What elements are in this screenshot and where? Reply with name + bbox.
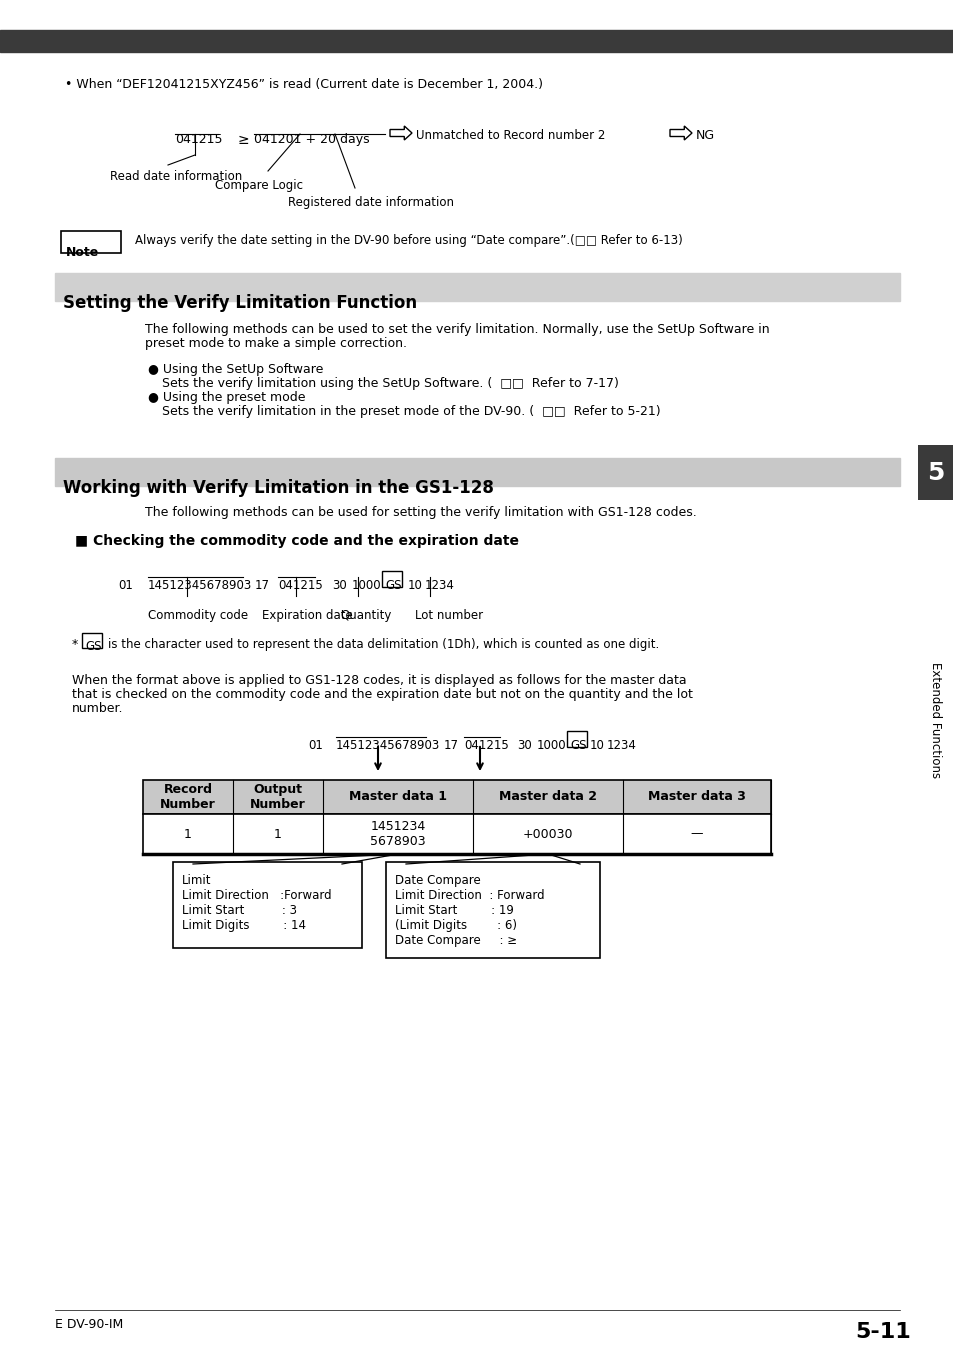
Text: Limit Start         : 19: Limit Start : 19 bbox=[395, 904, 514, 917]
Text: Limit Direction  : Forward: Limit Direction : Forward bbox=[395, 890, 544, 902]
Text: • When “DEF12041215XYZ456” is read (Current date is December 1, 2004.): • When “DEF12041215XYZ456” is read (Curr… bbox=[65, 78, 542, 91]
Text: Quantity: Quantity bbox=[339, 608, 391, 622]
Text: 1234: 1234 bbox=[606, 740, 637, 752]
Text: 041215: 041215 bbox=[277, 579, 322, 592]
Text: —: — bbox=[690, 827, 702, 841]
Text: 14512345678903: 14512345678903 bbox=[335, 740, 439, 752]
FancyBboxPatch shape bbox=[61, 231, 121, 253]
FancyBboxPatch shape bbox=[386, 863, 599, 959]
Text: ● Using the SetUp Software: ● Using the SetUp Software bbox=[148, 362, 323, 376]
Text: Registered date information: Registered date information bbox=[288, 196, 454, 210]
Text: 1234: 1234 bbox=[424, 579, 455, 592]
Text: is the character used to represent the data delimitation (1Dh), which is counted: is the character used to represent the d… bbox=[108, 638, 659, 652]
Text: Limit Digits         : 14: Limit Digits : 14 bbox=[182, 919, 306, 932]
Text: GS: GS bbox=[569, 740, 586, 752]
Text: 01: 01 bbox=[118, 579, 132, 592]
Text: 041215: 041215 bbox=[463, 740, 508, 752]
Text: 17: 17 bbox=[443, 740, 458, 752]
Text: Note: Note bbox=[66, 246, 99, 260]
Text: GS: GS bbox=[385, 579, 401, 592]
Text: preset mode to make a simple correction.: preset mode to make a simple correction. bbox=[145, 337, 407, 350]
Text: Limit Start          : 3: Limit Start : 3 bbox=[182, 904, 296, 917]
Text: GS: GS bbox=[85, 639, 101, 653]
Text: Limit Direction   :Forward: Limit Direction :Forward bbox=[182, 890, 332, 902]
Text: 01: 01 bbox=[308, 740, 322, 752]
Text: The following methods can be used for setting the verify limitation with GS1-128: The following methods can be used for se… bbox=[145, 506, 696, 519]
Bar bbox=[143, 814, 770, 854]
Text: Unmatched to Record number 2: Unmatched to Record number 2 bbox=[416, 128, 605, 142]
Text: Master data 3: Master data 3 bbox=[647, 791, 745, 803]
Text: Compare Logic: Compare Logic bbox=[214, 178, 303, 192]
FancyBboxPatch shape bbox=[381, 571, 401, 587]
Text: Date Compare     : ≥: Date Compare : ≥ bbox=[395, 934, 517, 946]
Text: Setting the Verify Limitation Function: Setting the Verify Limitation Function bbox=[63, 293, 416, 312]
Text: Lot number: Lot number bbox=[415, 608, 482, 622]
Text: 1000: 1000 bbox=[537, 740, 566, 752]
Text: (Limit Digits        : 6): (Limit Digits : 6) bbox=[395, 919, 517, 932]
Text: *: * bbox=[71, 638, 78, 652]
Bar bbox=[917, 445, 953, 500]
Text: 10: 10 bbox=[589, 740, 604, 752]
Text: 041215: 041215 bbox=[174, 132, 222, 146]
Text: 1: 1 bbox=[274, 827, 282, 841]
Text: 5-4  Verify Limitation Function: 5-4 Verify Limitation Function bbox=[555, 38, 732, 51]
Text: The following methods can be used to set the verify limitation. Normally, use th: The following methods can be used to set… bbox=[145, 323, 769, 337]
Text: 5: 5 bbox=[926, 461, 943, 485]
Text: number.: number. bbox=[71, 702, 123, 715]
Text: 10: 10 bbox=[408, 579, 422, 592]
Text: 041201 + 20 days: 041201 + 20 days bbox=[253, 132, 369, 146]
Text: ● Using the preset mode: ● Using the preset mode bbox=[148, 391, 305, 404]
Text: Date Compare: Date Compare bbox=[395, 873, 480, 887]
Text: Master data 2: Master data 2 bbox=[498, 791, 597, 803]
Bar bbox=[0, 30, 953, 51]
Text: that is checked on the commodity code and the expiration date but not on the qua: that is checked on the commodity code an… bbox=[71, 688, 692, 700]
Text: Sets the verify limitation using the SetUp Software. (  □□  Refer to 7-17): Sets the verify limitation using the Set… bbox=[162, 377, 618, 389]
Text: Sets the verify limitation in the preset mode of the DV-90. (  □□  Refer to 5-21: Sets the verify limitation in the preset… bbox=[162, 406, 659, 418]
Text: E DV-90-IM: E DV-90-IM bbox=[55, 1318, 123, 1330]
FancyBboxPatch shape bbox=[566, 731, 586, 748]
Text: Master data 1: Master data 1 bbox=[349, 791, 447, 803]
Text: Read date information: Read date information bbox=[110, 170, 242, 183]
Text: Commodity code: Commodity code bbox=[148, 608, 248, 622]
Text: NG: NG bbox=[696, 128, 715, 142]
Text: +00030: +00030 bbox=[522, 827, 573, 841]
Bar bbox=[55, 458, 899, 485]
Text: Record
Number: Record Number bbox=[160, 783, 215, 811]
Text: Expiration date: Expiration date bbox=[262, 608, 353, 622]
Text: Output
Number: Output Number bbox=[250, 783, 306, 811]
Text: ≥: ≥ bbox=[237, 132, 250, 147]
Text: 1000: 1000 bbox=[352, 579, 381, 592]
Text: Working with Verify Limitation in the GS1-128: Working with Verify Limitation in the GS… bbox=[63, 479, 494, 498]
Text: 1: 1 bbox=[184, 827, 192, 841]
Bar bbox=[55, 273, 899, 301]
Text: ■ Checking the commodity code and the expiration date: ■ Checking the commodity code and the ex… bbox=[75, 534, 518, 548]
Text: Limit: Limit bbox=[182, 873, 212, 887]
Text: 1451234
5678903: 1451234 5678903 bbox=[370, 821, 425, 848]
Text: 17: 17 bbox=[254, 579, 270, 592]
Text: Always verify the date setting in the DV-90 before using “Date compare”.(□□ Refe: Always verify the date setting in the DV… bbox=[135, 234, 682, 247]
Text: 5-11: 5-11 bbox=[854, 1322, 910, 1343]
FancyBboxPatch shape bbox=[82, 633, 102, 648]
Text: 30: 30 bbox=[332, 579, 346, 592]
Bar bbox=[143, 780, 770, 814]
Text: Extended Functions: Extended Functions bbox=[928, 662, 942, 777]
FancyBboxPatch shape bbox=[172, 863, 361, 948]
Text: 30: 30 bbox=[517, 740, 531, 752]
Text: 14512345678903: 14512345678903 bbox=[148, 579, 252, 592]
Text: When the format above is applied to GS1-128 codes, it is displayed as follows fo: When the format above is applied to GS1-… bbox=[71, 675, 686, 687]
